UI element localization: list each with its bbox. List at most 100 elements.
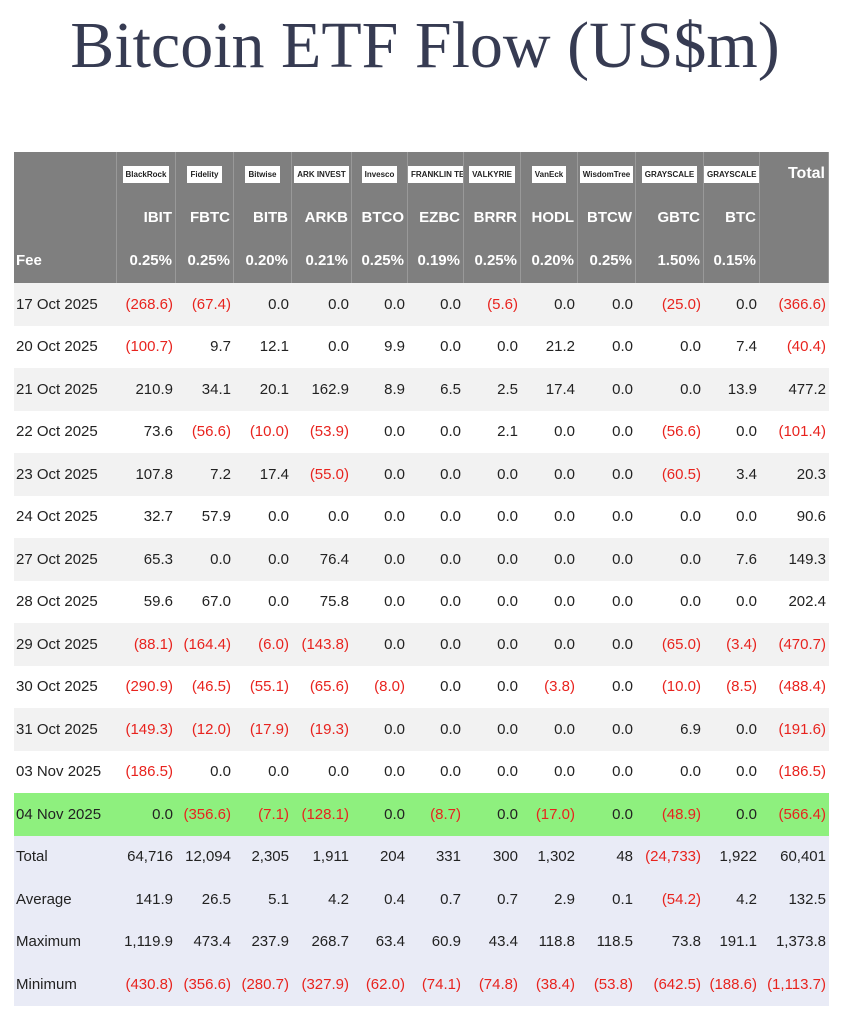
flow-value: (3.8) xyxy=(521,665,578,708)
summary-value: 63.4 xyxy=(352,920,408,963)
flow-value: 0.0 xyxy=(578,325,636,368)
flow-value: (67.4) xyxy=(176,283,234,326)
flow-value: 0.0 xyxy=(352,495,408,538)
flow-value: 0.0 xyxy=(408,495,464,538)
flow-value: 0.0 xyxy=(521,708,578,751)
flow-value: 0.0 xyxy=(704,283,760,326)
flow-value: 0.0 xyxy=(578,368,636,411)
ticker: EZBC xyxy=(408,196,464,238)
flow-value: (143.8) xyxy=(292,623,352,666)
flow-value: 65.3 xyxy=(117,538,176,581)
flow-value: 9.7 xyxy=(176,325,234,368)
summary-value: 268.7 xyxy=(292,920,352,963)
logo-text: VALKYRIE xyxy=(469,165,515,183)
summary-value: 48 xyxy=(578,835,636,878)
flow-value: (25.0) xyxy=(636,283,704,326)
flow-value: 57.9 xyxy=(176,495,234,538)
flow-value: (101.4) xyxy=(760,410,829,453)
flow-value: 0.0 xyxy=(578,665,636,708)
flow-value: 75.8 xyxy=(292,580,352,623)
fund-logo: VanEck xyxy=(521,152,578,196)
fee: 0.25% xyxy=(117,238,176,283)
flow-value: 0.0 xyxy=(117,793,176,836)
flow-value: 0.0 xyxy=(408,325,464,368)
flow-value: 0.0 xyxy=(352,283,408,326)
flow-value: (46.5) xyxy=(176,665,234,708)
flow-value: 0.0 xyxy=(352,750,408,793)
date: 23 Oct 2025 xyxy=(14,453,117,496)
flow-value: 0.0 xyxy=(234,283,292,326)
fee: 0.25% xyxy=(578,238,636,283)
flow-value: 7.4 xyxy=(704,325,760,368)
flow-value: (5.6) xyxy=(464,283,521,326)
flow-value: 0.0 xyxy=(408,580,464,623)
flow-value: 0.0 xyxy=(408,750,464,793)
summary-value: 118.8 xyxy=(521,920,578,963)
summary-value: 300 xyxy=(464,835,521,878)
date: 03 Nov 2025 xyxy=(14,750,117,793)
fund-logo: VALKYRIE xyxy=(464,152,521,196)
flow-value: (10.0) xyxy=(636,665,704,708)
flow-value: 0.0 xyxy=(578,793,636,836)
date: 20 Oct 2025 xyxy=(14,325,117,368)
flow-value: 202.4 xyxy=(760,580,829,623)
flow-value: 12.1 xyxy=(234,325,292,368)
flow-value: 0.0 xyxy=(704,580,760,623)
flow-value: 0.0 xyxy=(464,495,521,538)
flow-value: 0.0 xyxy=(408,665,464,708)
flow-value: 0.0 xyxy=(352,708,408,751)
summary-value: 237.9 xyxy=(234,920,292,963)
flow-value: 0.0 xyxy=(464,623,521,666)
flow-value: 0.0 xyxy=(234,750,292,793)
flow-value: 0.0 xyxy=(408,453,464,496)
date: 29 Oct 2025 xyxy=(14,623,117,666)
flow-value: 76.4 xyxy=(292,538,352,581)
summary-value: (62.0) xyxy=(352,963,408,1006)
flow-value: 0.0 xyxy=(408,538,464,581)
flow-value: 0.0 xyxy=(292,750,352,793)
logo-text: GRAYSCALE xyxy=(641,165,698,183)
summary-value: 1,119.9 xyxy=(117,920,176,963)
ticker: BITB xyxy=(234,196,292,238)
ticker: FBTC xyxy=(176,196,234,238)
flow-value: 0.0 xyxy=(578,410,636,453)
date: 28 Oct 2025 xyxy=(14,580,117,623)
flow-value: 6.9 xyxy=(636,708,704,751)
flow-value: 477.2 xyxy=(760,368,829,411)
flow-value: 6.5 xyxy=(408,368,464,411)
fee: 1.50% xyxy=(636,238,704,283)
flow-value: 59.6 xyxy=(117,580,176,623)
logo-text: Bitwise xyxy=(245,165,280,183)
flow-value: (56.6) xyxy=(636,410,704,453)
fee: 0.21% xyxy=(292,238,352,283)
flow-value: (55.0) xyxy=(292,453,352,496)
flow-value: 0.0 xyxy=(521,538,578,581)
fund-logo: FRANKLIN TEMPLETON xyxy=(408,152,464,196)
ticker: BTCO xyxy=(352,196,408,238)
flow-value: 34.1 xyxy=(176,368,234,411)
flow-value: (566.4) xyxy=(760,793,829,836)
logo-text: GRAYSCALE xyxy=(704,165,759,183)
flow-value: 0.0 xyxy=(464,325,521,368)
summary-value: (642.5) xyxy=(636,963,704,1006)
summary-value: 4.2 xyxy=(704,878,760,921)
flow-value: 67.0 xyxy=(176,580,234,623)
summary-value: 0.4 xyxy=(352,878,408,921)
header-blank xyxy=(760,196,829,238)
flow-value: 0.0 xyxy=(578,538,636,581)
summary-value: (188.6) xyxy=(704,963,760,1006)
fee: 0.25% xyxy=(464,238,521,283)
fund-logo: GRAYSCALE xyxy=(704,152,760,196)
flow-value: 0.0 xyxy=(464,793,521,836)
flow-value: 0.0 xyxy=(704,410,760,453)
flow-value: 0.0 xyxy=(578,750,636,793)
flow-value: 20.3 xyxy=(760,453,829,496)
flow-value: 73.6 xyxy=(117,410,176,453)
fund-logo: Bitwise xyxy=(234,152,292,196)
flow-value: (65.6) xyxy=(292,665,352,708)
fee: 0.15% xyxy=(704,238,760,283)
flow-value: (48.9) xyxy=(636,793,704,836)
ticker: ARKB xyxy=(292,196,352,238)
flow-value: (366.6) xyxy=(760,283,829,326)
flow-value: 21.2 xyxy=(521,325,578,368)
